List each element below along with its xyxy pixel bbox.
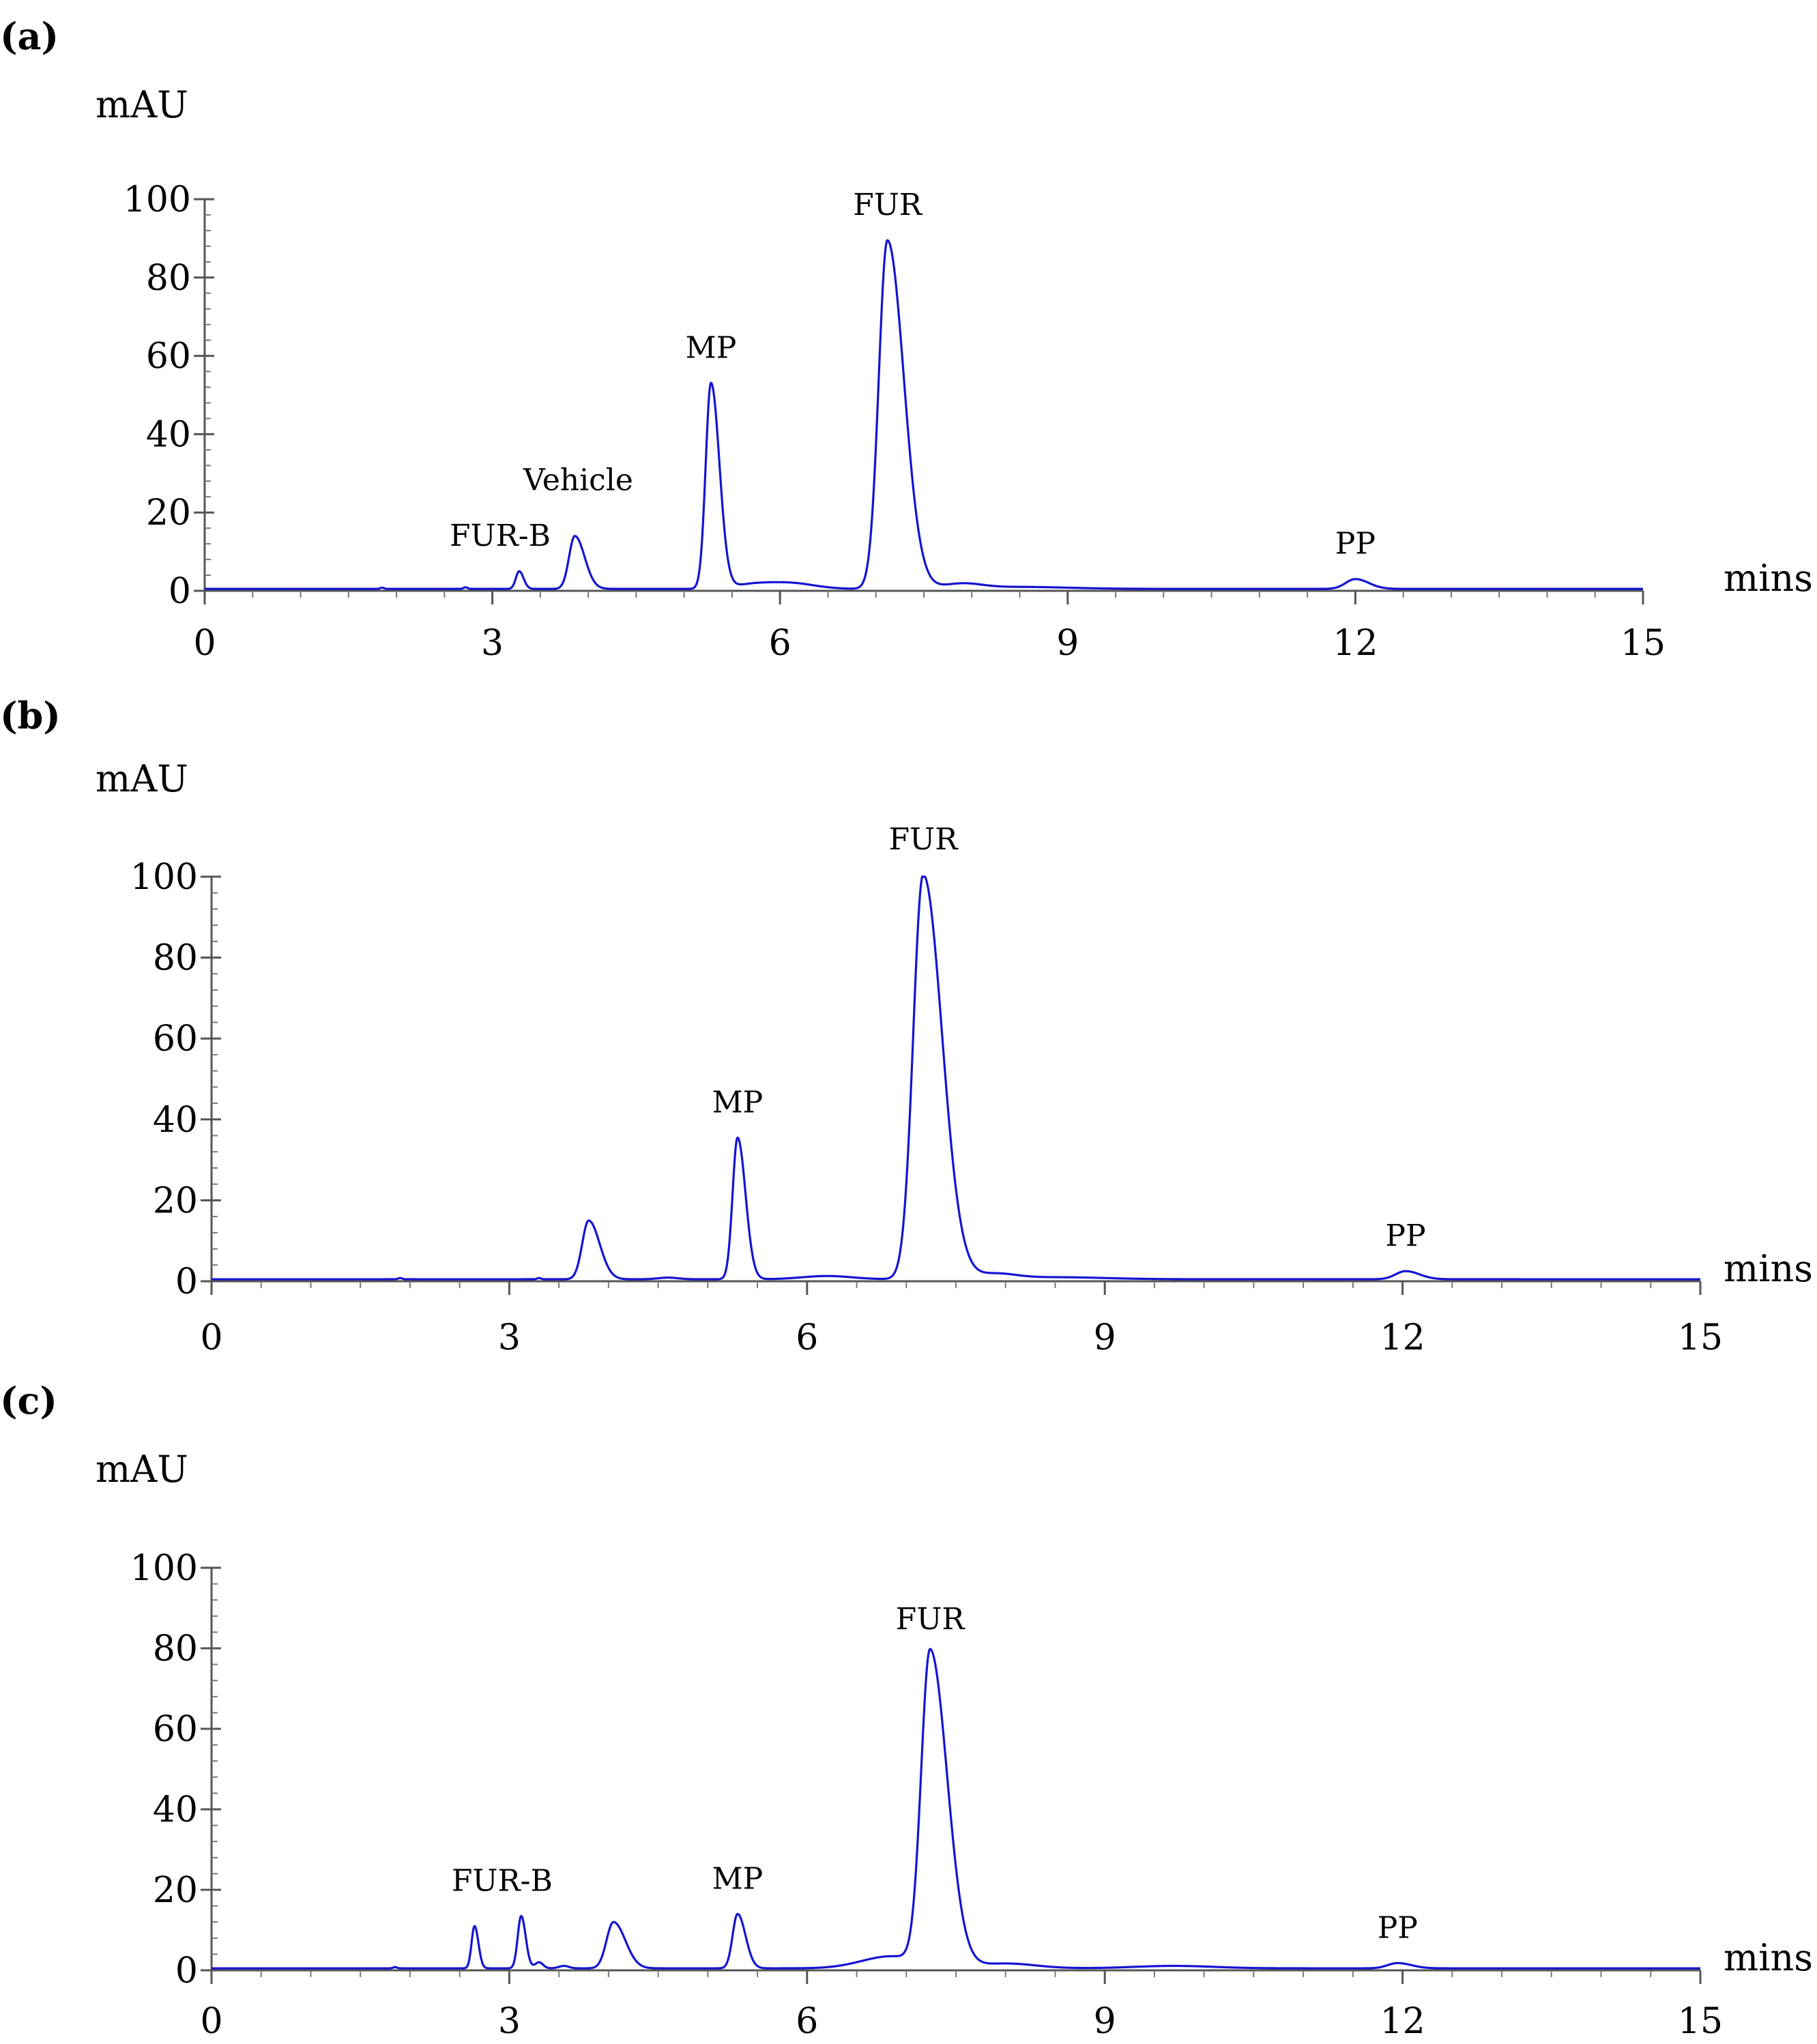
peak-label: MP [712,1861,764,1896]
y-tick-label: 20 [146,493,191,534]
x-tick-label: 3 [481,623,504,664]
x-tick-label: 6 [796,1317,818,1358]
x-tick-label: 9 [1056,623,1079,664]
x-tick-label: 12 [1333,623,1378,664]
y-tick-label: 0 [169,571,191,612]
y-tick-label: 0 [175,1261,198,1302]
x-tick-label: 15 [1678,1317,1723,1358]
peak-label: Vehicle [523,463,633,498]
panel-label: (c) [0,1379,57,1422]
x-tick-label: 15 [1678,2001,1723,2042]
y-tick-label: 80 [153,938,198,979]
y-tick-label: 100 [130,857,198,898]
chart-panel-3: (c) mAU mins 0 20 40 60 80 100 0 3 6 9 12 15 FUR-B MP FUR… [0,1379,1813,2042]
x-axis-label: mins [1724,557,1813,600]
y-tick-label: 40 [153,1100,198,1141]
y-tick-label: 40 [146,414,191,455]
peak-label: FUR-B [450,519,551,553]
chromatogram-trace [204,239,1644,590]
x-tick-label: 3 [498,1317,521,1358]
peak-label: PP [1378,1910,1418,1945]
chromatogram-trace [211,1648,1701,1970]
y-axis-label: mAU [96,757,188,800]
peak-label: FUR [853,188,923,222]
x-tick-label: 3 [498,2001,521,2042]
y-tick-label: 20 [153,1870,198,1911]
peak-label: PP [1335,527,1376,561]
y-tick-label: 100 [130,1548,198,1589]
peak-label: MP [712,1085,764,1120]
y-tick-label: 100 [123,179,191,220]
x-tick-label: 0 [200,1317,222,1358]
x-tick-label: 9 [1094,1317,1116,1358]
y-tick-label: 20 [153,1180,198,1221]
peak-label: PP [1385,1218,1425,1253]
x-tick-label: 9 [1094,2001,1116,2042]
chart-panel-2: (b) mAU mins 0 20 40 60 80 100 0 3 6 9 12 15 MP FUR PP [0,694,1813,1358]
panel-label: (b) [0,694,61,738]
x-tick-label: 0 [200,2001,222,2042]
panel-label: (a) [0,14,59,58]
y-tick-label: 80 [153,1629,198,1669]
x-tick-label: 6 [769,623,791,664]
chromatogram-trace [211,875,1701,1281]
peak-label: FUR [889,822,959,857]
x-tick-label: 6 [796,2001,818,2042]
x-tick-label: 12 [1380,1317,1425,1358]
x-tick-label: 12 [1380,2001,1425,2042]
x-axis-label: mins [1724,1936,1813,1979]
peak-label: FUR [896,1602,966,1637]
x-tick-label: 15 [1620,623,1666,664]
y-tick-label: 60 [153,1709,198,1750]
y-tick-label: 80 [146,258,191,299]
peak-label: MP [686,331,737,366]
chart-panel-1: (a) mAU mins 0 20 40 60 80 100 0 3 6 9 12 15 FUR-B Vehic… [0,14,1813,664]
y-tick-label: 0 [175,1951,198,1991]
y-tick-label: 40 [153,1790,198,1830]
x-axis-label: mins [1724,1247,1813,1290]
y-axis-label: mAU [96,1448,188,1491]
x-tick-label: 0 [193,623,216,664]
peak-label: FUR-B [452,1863,553,1898]
y-axis-label: mAU [96,83,188,126]
y-tick-label: 60 [153,1019,198,1060]
y-tick-label: 60 [146,336,191,377]
